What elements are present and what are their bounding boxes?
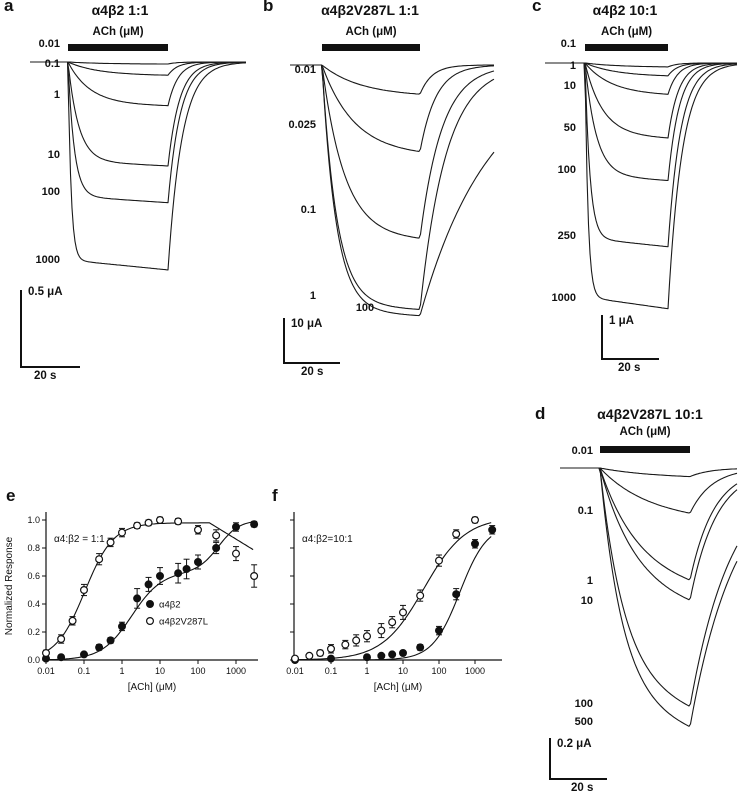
conc-label-d-100: 100 xyxy=(574,698,593,710)
time-scalebar-a xyxy=(20,366,80,368)
svg-text:0.01: 0.01 xyxy=(286,666,304,676)
conc-label-c-50: 50 xyxy=(563,122,576,134)
trace-panel-c: c α4β2 10:1 ACh (μM) 1 μA 20 s 0.1 1 10 50 1… xyxy=(520,0,740,398)
conc-label-b-0.1: 0.1 xyxy=(300,204,316,216)
svg-text:10: 10 xyxy=(398,666,408,676)
ach-application-bar-a xyxy=(68,44,168,51)
conc-label-c-10: 10 xyxy=(563,80,576,92)
conc-label-c-100: 100 xyxy=(557,164,576,176)
current-scale-label-d: 0.2 μA xyxy=(557,738,592,750)
svg-text:0.6: 0.6 xyxy=(27,571,40,581)
ach-application-bar-d xyxy=(600,446,690,453)
conc-label-d-0.1: 0.1 xyxy=(577,505,593,517)
ach-concentration-label-c: ACh (μM) xyxy=(600,26,653,38)
panel-letter-d: d xyxy=(535,404,546,423)
conc-label-a-100: 100 xyxy=(41,186,60,198)
ach-concentration-label-d: ACh (μM) xyxy=(619,426,671,438)
dose-response-plot-f: 0.01 0.1 1 10 100 1000 [ACh] (μM) α4:β2=10:1 xyxy=(286,512,502,693)
svg-text:1000: 1000 xyxy=(465,666,485,676)
trace-panel-a: a α4β2 1:1 ACh (μM) 0.5 μA 20 s 0.01 0.1 1… xyxy=(0,0,250,398)
conc-label-c-250: 250 xyxy=(557,230,576,242)
conc-label-a-1: 1 xyxy=(53,89,60,101)
svg-text:0.01: 0.01 xyxy=(37,666,55,676)
current-scalebar-b xyxy=(283,318,285,364)
panel-letter-a: a xyxy=(4,0,14,15)
conc-label-a-1000: 1000 xyxy=(35,254,60,266)
dose-response-panel-e: e 0.0 0.2 0.4 0.6 0.8 1.0 0.01 0.1 1 10 100 1000 Nor… xyxy=(0,486,268,806)
time-scale-label-a: 20 s xyxy=(34,370,57,382)
time-scale-label-d: 20 s xyxy=(571,782,594,794)
svg-text:[ACh] (μM): [ACh] (μM) xyxy=(374,682,423,693)
conc-label-b-0.01: 0.01 xyxy=(294,64,316,76)
svg-text:10: 10 xyxy=(155,666,165,676)
conc-label-b-1: 1 xyxy=(309,290,316,302)
conc-label-c-0.1: 0.1 xyxy=(560,38,576,50)
ach-application-bar-b xyxy=(322,44,420,51)
svg-text:0.0: 0.0 xyxy=(27,655,40,665)
svg-text:100: 100 xyxy=(431,666,446,676)
conc-label-d-500: 500 xyxy=(574,716,593,728)
svg-text:1: 1 xyxy=(364,666,369,676)
panel-letter-b: b xyxy=(263,0,274,15)
panel-title-d: α4β2V287L 10:1 xyxy=(597,406,703,422)
conc-label-c-1: 1 xyxy=(569,60,576,72)
svg-text:Normalized Response: Normalized Response xyxy=(4,536,15,635)
current-scalebar-c xyxy=(601,315,603,360)
time-scale-label-c: 20 s xyxy=(618,362,641,374)
dose-response-plot-e: 0.0 0.2 0.4 0.6 0.8 1.0 0.01 0.1 1 10 100 1000 Norma… xyxy=(4,512,259,693)
panel-title-c: α4β2 10:1 xyxy=(592,2,658,18)
svg-text:1.0: 1.0 xyxy=(27,515,40,525)
current-traces-c xyxy=(545,62,738,310)
svg-text:0.2: 0.2 xyxy=(27,627,40,637)
svg-text:0.1: 0.1 xyxy=(325,666,338,676)
conc-label-a-10: 10 xyxy=(47,149,60,161)
conc-label-c-1000: 1000 xyxy=(551,292,576,304)
panel-letter-c: c xyxy=(532,0,542,15)
current-traces-b xyxy=(290,64,495,317)
svg-text:α4β2V287L: α4β2V287L xyxy=(159,617,208,628)
current-traces-d xyxy=(560,467,738,727)
panel-letter-f: f xyxy=(272,486,278,505)
time-scalebar-c xyxy=(601,358,659,360)
conc-label-b-100: 100 xyxy=(355,302,375,314)
svg-text:[ACh] (μM): [ACh] (μM) xyxy=(128,682,177,693)
conc-label-d-0.01: 0.01 xyxy=(571,445,593,457)
current-scalebar-a xyxy=(20,290,22,368)
trace-panel-b: b α4β2V287L 1:1 ACh (μM) 10 μA 20 s 0.01… xyxy=(255,0,500,398)
time-scale-label-b: 20 s xyxy=(301,366,324,378)
svg-text:α4:β2=10:1: α4:β2=10:1 xyxy=(302,534,353,545)
ach-concentration-label-a: ACh (μM) xyxy=(92,26,144,38)
svg-text:0.4: 0.4 xyxy=(27,599,40,609)
svg-text:α4β2: α4β2 xyxy=(159,600,181,611)
trace-panel-d: d α4β2V287L 10:1 ACh (μM) 0.2 μA 20 s 0.… xyxy=(525,398,740,806)
time-scalebar-d xyxy=(549,778,607,780)
panel-title-a: α4β2 1:1 xyxy=(91,2,149,18)
current-scale-label-c: 1 μA xyxy=(609,315,634,327)
conc-label-a-0.1: 0.1 xyxy=(44,58,60,70)
current-scale-label-b: 10 μA xyxy=(291,318,323,330)
svg-text:0.1: 0.1 xyxy=(78,666,91,676)
current-scalebar-d xyxy=(549,738,551,780)
svg-text:1: 1 xyxy=(119,666,124,676)
current-traces-a xyxy=(30,61,247,271)
svg-text:α4:β2 = 1:1: α4:β2 = 1:1 xyxy=(54,534,105,545)
svg-text:100: 100 xyxy=(190,666,205,676)
svg-text:1000: 1000 xyxy=(226,666,246,676)
ach-concentration-label-b: ACh (μM) xyxy=(345,26,397,38)
conc-label-b-0.025: 0.025 xyxy=(288,119,316,131)
panel-title-b: α4β2V287L 1:1 xyxy=(321,2,419,18)
time-scalebar-b xyxy=(283,362,340,364)
panel-letter-e: e xyxy=(6,486,16,505)
current-scale-label-a: 0.5 μA xyxy=(28,286,63,298)
svg-text:0.8: 0.8 xyxy=(27,543,40,553)
conc-label-d-1: 1 xyxy=(586,575,593,587)
conc-label-d-10: 10 xyxy=(580,595,593,607)
ach-application-bar-c xyxy=(585,44,668,51)
dose-response-panel-f: f 0.01 0.1 1 10 100 1000 [ACh] (μM) α4:β2=10:1 xyxy=(262,486,510,806)
conc-label-a-0.01: 0.01 xyxy=(38,38,60,50)
